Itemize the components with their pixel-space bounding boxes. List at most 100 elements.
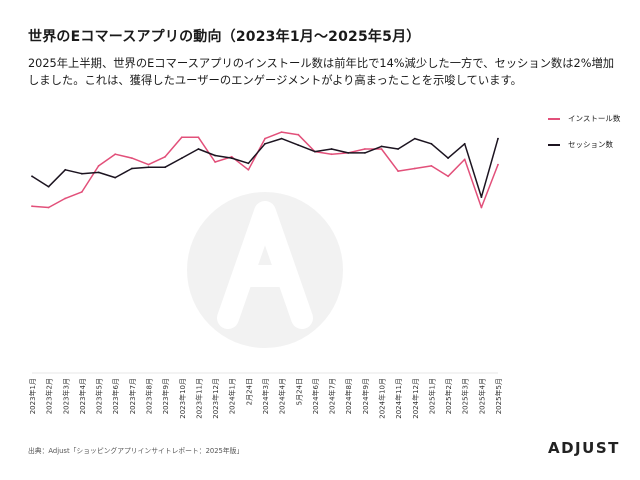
x-tick-label: 2023年4月 bbox=[78, 378, 87, 414]
data-point-installs bbox=[31, 205, 33, 208]
data-point-installs bbox=[247, 168, 250, 171]
chart-subtitle: 2025年上半期、世界のEコマースアプリのインストール数は前年比で14%減少した… bbox=[28, 57, 615, 87]
x-tick-label: 2023年3月 bbox=[61, 378, 70, 414]
data-point-installs bbox=[214, 161, 217, 163]
x-tick-label: 2024年12月 bbox=[411, 378, 420, 419]
data-point-sessions bbox=[147, 166, 150, 169]
data-point-sessions bbox=[214, 154, 217, 157]
legend-label-sessions: セッション数 bbox=[568, 140, 613, 149]
data-point-installs bbox=[364, 148, 366, 150]
series-lines bbox=[31, 131, 499, 209]
x-tick-label: 2025年1月 bbox=[427, 378, 436, 414]
legend-item-installs: インストール数 bbox=[548, 113, 620, 124]
data-point-installs bbox=[197, 136, 200, 139]
chart-title: 世界のEコマースアプリの動向（2023年1月～2025年5月） bbox=[28, 29, 421, 45]
data-point-sessions bbox=[64, 168, 67, 171]
x-tick-label: 2025年4月 bbox=[477, 378, 486, 414]
x-tick-label: 2023年1月 bbox=[28, 378, 37, 414]
source-note: 出典：Adjust「ショッピングアプリインサイトレポート：2025年版」 bbox=[28, 447, 244, 455]
x-tick-label: 2024年10月 bbox=[378, 378, 387, 419]
x-tick-label: 2023年12月 bbox=[211, 378, 220, 419]
data-point-installs bbox=[97, 165, 100, 167]
x-tick-label: 2023年11月 bbox=[194, 378, 203, 419]
x-tick-label: 2月24日 bbox=[245, 378, 253, 405]
data-point-installs bbox=[480, 206, 483, 209]
data-point-installs bbox=[397, 170, 399, 173]
x-tick-label: 2023年8月 bbox=[145, 378, 154, 414]
data-point-sessions bbox=[81, 172, 83, 175]
data-point-sessions bbox=[463, 142, 466, 145]
x-tick-label: 2024年11月 bbox=[394, 378, 403, 419]
x-tick-label: 2024年9月 bbox=[361, 378, 370, 414]
x-tick-label: 2025年3月 bbox=[461, 378, 470, 414]
data-point-sessions bbox=[397, 148, 399, 150]
series-line-sessions bbox=[31, 137, 499, 198]
data-point-installs bbox=[147, 163, 150, 166]
x-tick-label: 2025年5月 bbox=[494, 378, 503, 414]
data-point-installs bbox=[413, 167, 416, 170]
data-point-sessions bbox=[47, 185, 50, 188]
data-point-sessions bbox=[314, 150, 316, 153]
legend-label-installs: インストール数 bbox=[568, 114, 621, 123]
data-point-sessions bbox=[280, 137, 283, 140]
data-point-installs bbox=[330, 153, 333, 156]
data-point-sessions bbox=[31, 175, 33, 178]
data-point-sessions bbox=[230, 157, 233, 160]
x-tick-label: 2025年2月 bbox=[444, 378, 453, 414]
data-point-sessions bbox=[164, 166, 167, 169]
legend-swatch-sessions bbox=[548, 144, 560, 146]
watermark-glyph bbox=[217, 201, 313, 329]
watermark-logo bbox=[187, 192, 343, 348]
x-tick-label: 2024年7月 bbox=[328, 378, 337, 414]
x-tick-label: 2023年2月 bbox=[45, 378, 54, 414]
data-point-installs bbox=[430, 165, 433, 167]
data-point-sessions bbox=[247, 162, 250, 165]
x-tick-label: 2024年3月 bbox=[261, 378, 270, 414]
data-point-installs bbox=[447, 175, 449, 178]
x-tick-label: 2024年4月 bbox=[278, 378, 287, 414]
data-point-installs bbox=[81, 191, 83, 193]
data-point-sessions bbox=[364, 152, 366, 154]
x-tick-label: 2023年9月 bbox=[161, 378, 170, 414]
data-point-installs bbox=[264, 137, 266, 140]
data-point-sessions bbox=[297, 144, 300, 147]
x-tick-label: 2023年6月 bbox=[111, 378, 120, 414]
x-tick-label: 2024年1月 bbox=[228, 378, 237, 414]
data-point-sessions bbox=[497, 137, 499, 140]
data-point-installs bbox=[164, 155, 167, 158]
data-point-sessions bbox=[430, 142, 433, 145]
data-point-sessions bbox=[197, 148, 200, 150]
x-tick-label: 2023年5月 bbox=[95, 378, 104, 414]
data-point-sessions bbox=[97, 171, 100, 174]
x-tick-label: 2024年6月 bbox=[311, 378, 320, 414]
x-tick-label: 2023年7月 bbox=[128, 378, 137, 414]
data-point-sessions bbox=[180, 157, 183, 160]
data-point-sessions bbox=[413, 137, 416, 140]
data-point-sessions bbox=[264, 142, 266, 145]
data-point-installs bbox=[380, 148, 383, 150]
data-point-installs bbox=[463, 158, 466, 161]
data-point-installs bbox=[297, 133, 300, 136]
data-point-sessions bbox=[480, 196, 483, 199]
data-point-installs bbox=[131, 157, 133, 160]
data-point-sessions bbox=[347, 152, 350, 154]
legend-swatch-installs bbox=[548, 118, 560, 120]
data-point-sessions bbox=[131, 167, 133, 170]
data-point-sessions bbox=[447, 157, 449, 160]
legend-item-sessions: セッション数 bbox=[548, 139, 613, 150]
data-point-sessions bbox=[330, 148, 333, 150]
data-point-installs bbox=[280, 131, 283, 134]
data-point-installs bbox=[180, 136, 183, 139]
data-point-sessions bbox=[114, 176, 117, 179]
x-tick-label: 2024年8月 bbox=[344, 378, 353, 414]
x-tick-label: 5月24日 bbox=[295, 378, 303, 405]
data-point-installs bbox=[64, 197, 67, 200]
data-point-installs bbox=[47, 206, 50, 209]
x-tick-label: 2023年10月 bbox=[178, 378, 187, 419]
data-point-installs bbox=[230, 155, 233, 158]
data-point-installs bbox=[497, 163, 499, 166]
data-point-sessions bbox=[380, 145, 383, 148]
adjust-logo: ADJUST bbox=[548, 439, 620, 457]
data-point-installs bbox=[114, 153, 117, 156]
